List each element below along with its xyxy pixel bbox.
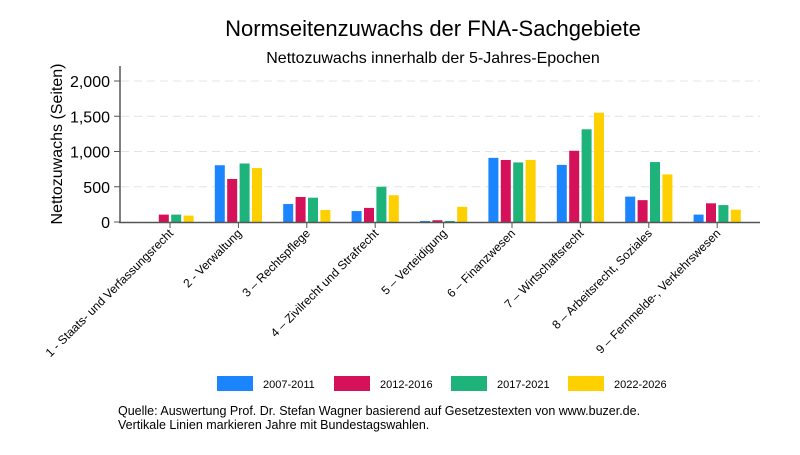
legend-label: 2022-2026 [614,379,667,391]
legend-label: 2017-2021 [497,379,550,391]
bar [320,210,331,222]
bar [525,159,536,222]
bar [637,200,648,222]
bar [252,168,262,222]
bar [594,112,604,222]
y-tick-label: 1,500 [70,109,110,126]
legend-swatch [334,376,370,391]
bar [420,220,430,222]
x-tick-label: 2 - Verwaltung [180,226,244,290]
legend-label: 2012-2016 [380,379,433,391]
bar [214,165,225,222]
legend-swatch [568,376,604,391]
y-tick-label: 1,000 [70,145,110,162]
y-tick-label: 500 [83,180,110,197]
x-tick-label: 4 – Zivilrecht und Strafrecht [268,226,382,340]
chart-subtitle: Nettozuwachs innerhalb der 5-Jahres-Epoc… [266,50,600,67]
bar [556,164,567,222]
bar [364,207,374,222]
bar [295,196,306,222]
x-tick-label: 9 – Fernmelde-, Verkehrswesen [593,226,723,356]
bar [308,197,318,222]
x-tick-label: 3 – Rechtspflege [239,226,313,300]
x-tick-label: 1 - Staats- und Verfassungsrecht [43,226,177,360]
legend-swatch [217,376,253,391]
bar [581,129,592,222]
chart-title: Normseitenzuwachs der FNA-Sachgebiete [225,16,641,41]
election-note: Vertikale Linien markieren Jahre mit Bun… [118,418,429,432]
bar [650,162,660,222]
y-tick-label: 0 [101,215,110,232]
bar [158,214,169,222]
bar [227,178,238,222]
bar [693,214,704,222]
legend-swatch [451,376,487,391]
bar [569,150,580,222]
x-tick-label: 6 – Finanzwesen [444,226,518,300]
source-note: Quelle: Auswertung Prof. Dr. Stefan Wagn… [118,404,640,418]
bar [171,214,182,222]
bar [283,204,294,222]
bar [718,205,729,222]
bar [432,220,443,222]
bar [730,209,741,222]
bar [706,203,716,222]
bar [444,220,455,222]
y-tick-label: 2,000 [70,74,110,91]
bar [388,195,399,222]
bar [239,163,250,222]
bar [513,162,524,222]
bar [488,157,499,222]
bar [500,159,511,222]
bar [351,211,362,222]
bar [183,215,194,222]
bar [662,174,673,222]
bar [376,186,387,222]
y-axis-label: Nettozuwachs (Seiten) [49,64,66,225]
legend-label: 2007-2011 [263,379,315,391]
bar [625,196,636,222]
x-tick-label: 5 – Verteidigung [378,226,449,297]
bar [457,206,468,222]
